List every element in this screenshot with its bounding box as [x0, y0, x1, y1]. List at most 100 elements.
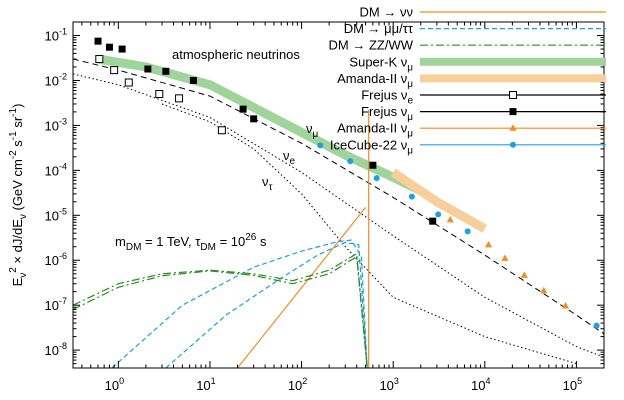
legend-label-sub: μ — [407, 112, 413, 123]
legend-label-main: Amanda-II ν — [337, 71, 407, 86]
annotation-part: = 10 — [216, 234, 245, 249]
legend-label-main: DM → νν — [360, 5, 413, 20]
y-axis-label-part: s — [10, 140, 25, 151]
x-tick-base: 10 — [196, 378, 210, 393]
band — [97, 54, 423, 195]
x-tick-label: 101 — [196, 376, 215, 393]
curve-label-sub: e — [290, 156, 296, 167]
y-axis-label-part: ) — [10, 104, 25, 108]
marker — [250, 115, 258, 123]
curve-label-sub: τ — [269, 182, 273, 193]
y-tick-label: 10-5 — [45, 206, 67, 223]
legend-label: DM → ZZ/WW — [329, 38, 414, 53]
legend-label-main: Amanda-II ν — [337, 121, 407, 136]
legend-label-main: DM → ZZ/WW — [329, 38, 414, 53]
marker — [593, 322, 600, 329]
marker — [155, 89, 164, 98]
marker — [509, 91, 517, 99]
curve-label-main: ν — [262, 174, 269, 189]
marker — [347, 158, 354, 165]
legend-label-sub: e — [407, 96, 413, 107]
legend-label-main: Frejus ν — [361, 104, 407, 119]
legend-label-sub: μ — [407, 145, 413, 156]
y-tick-label: 10-2 — [45, 71, 67, 88]
marker — [408, 193, 415, 200]
annotation-part: atmospheric neutrinos — [172, 47, 300, 62]
annotation-part: m — [115, 234, 126, 249]
marker — [509, 124, 517, 131]
annotation-part: 26 — [245, 232, 257, 243]
marker — [485, 240, 493, 248]
y-axis-label-part: ν — [18, 273, 29, 278]
marker — [501, 254, 509, 261]
marker — [509, 108, 517, 116]
y-axis-label-part: ν — [18, 214, 29, 219]
atmospheric-curve — [73, 58, 604, 335]
y-tick-base: 10 — [45, 118, 59, 133]
x-tick-label: 103 — [379, 376, 398, 393]
x-tick-exp: 2 — [302, 376, 307, 386]
dm-line — [73, 252, 368, 368]
legend-label-main: DM → μμ/ττ — [344, 21, 414, 36]
x-tick-exp: 0 — [119, 376, 124, 386]
y-tick-base: 10 — [45, 163, 59, 178]
curve-label: νμ — [306, 121, 319, 140]
marker — [373, 175, 380, 182]
marker — [540, 286, 548, 294]
legend-label-sub: μ — [407, 79, 413, 90]
curve-label-sub: μ — [313, 129, 319, 140]
y-tick-base: 10 — [45, 208, 59, 223]
y-axis-label-part: -1 — [8, 131, 19, 140]
y-tick-exp: -3 — [59, 116, 67, 126]
marker — [435, 211, 442, 218]
legend-label: Amanda-II νμ — [337, 121, 413, 140]
y-tick-label: 10-6 — [45, 251, 67, 268]
x-tick-label: 102 — [288, 376, 307, 393]
y-tick-exp: -6 — [59, 251, 67, 261]
curve-label-main: ν — [306, 121, 313, 136]
marker — [118, 45, 126, 53]
x-tick-label: 104 — [471, 376, 490, 393]
y-axis-label-part: -1 — [8, 107, 19, 116]
plot-area — [73, 37, 604, 368]
curve-label: νe — [283, 148, 296, 167]
legend-label-main: IceCube-22 ν — [330, 137, 407, 152]
marker — [429, 217, 437, 225]
y-tick-exp: -4 — [59, 161, 67, 171]
marker — [95, 55, 104, 64]
y-tick-base: 10 — [45, 73, 59, 88]
marker — [510, 141, 516, 148]
plot-frame — [72, 21, 605, 369]
marker — [175, 94, 184, 103]
y-tick-label: 10-3 — [45, 116, 67, 133]
y-axis-label-part: × dJ/dE — [10, 219, 25, 267]
marker — [162, 67, 170, 75]
dm-line — [73, 255, 368, 368]
marker — [446, 215, 454, 223]
y-axis-label-part: sr — [10, 116, 25, 131]
legend-label-sub: μ — [407, 129, 413, 140]
x-tick-base: 10 — [471, 378, 485, 393]
curve-label-main: ν — [283, 148, 290, 163]
y-axis-label-part: 2 — [8, 267, 19, 273]
x-tick-exp: 3 — [394, 376, 399, 386]
marker — [144, 65, 152, 73]
marker — [369, 161, 377, 169]
annotation-part: DM — [126, 242, 142, 253]
marker — [105, 43, 113, 51]
y-tick-base: 10 — [45, 29, 59, 44]
annotation-part: s — [256, 234, 267, 249]
band — [390, 168, 488, 233]
x-tick-label: 100 — [105, 376, 124, 393]
legend-label-main: Super-K ν — [349, 54, 407, 69]
x-tick-exp: 1 — [211, 376, 216, 386]
x-tick-exp: 5 — [577, 376, 582, 386]
marker — [110, 66, 119, 75]
y-tick-exp: -5 — [59, 206, 67, 216]
y-tick-exp: -2 — [59, 71, 67, 81]
legend-label-main: Frejus ν — [361, 88, 407, 103]
y-tick-label: 10-4 — [45, 161, 67, 178]
marker — [464, 228, 471, 235]
annotation-part: = 1 TeV, τ — [141, 234, 201, 249]
